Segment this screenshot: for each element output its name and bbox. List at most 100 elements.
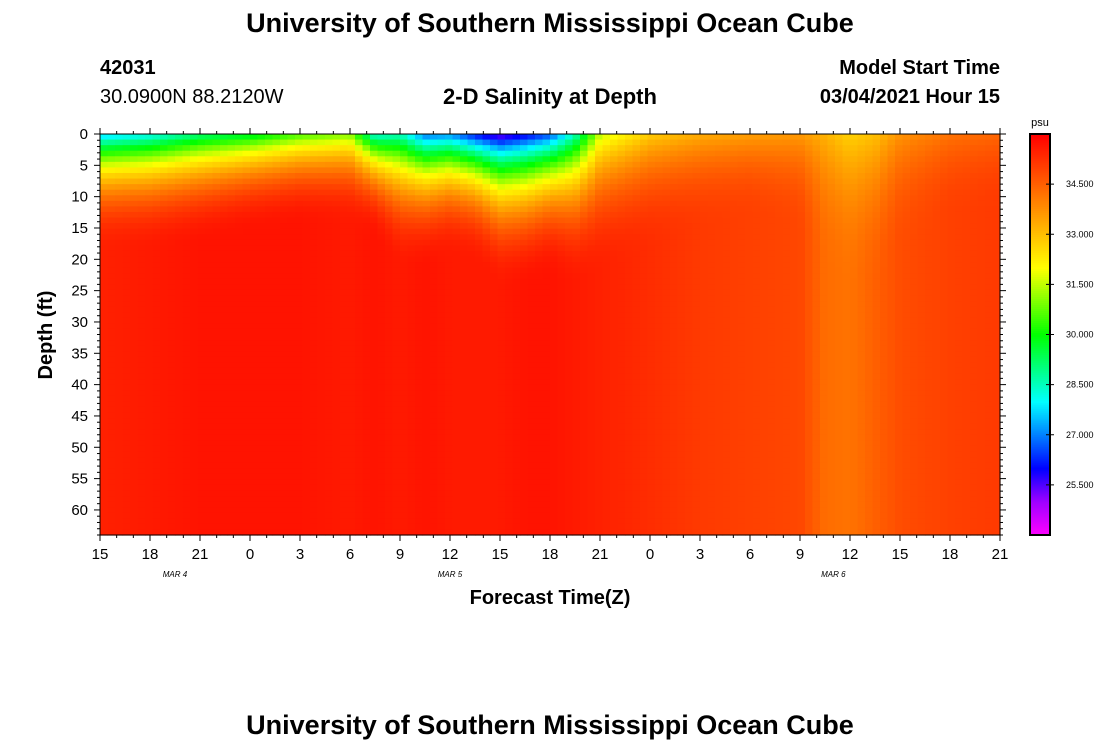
heatmap-cell — [100, 250, 109, 258]
heatmap-cell — [452, 451, 461, 458]
heatmap-cell — [235, 484, 244, 492]
heatmap-cell — [175, 289, 184, 297]
heatmap-cell — [407, 273, 416, 280]
heatmap-cell — [392, 234, 401, 241]
heatmap-cell — [407, 440, 416, 447]
heatmap-cell — [527, 234, 536, 241]
heatmap-cell — [325, 134, 334, 141]
heatmap-cell — [580, 206, 589, 213]
heatmap-cell — [130, 412, 139, 419]
heatmap-cell — [437, 401, 446, 408]
heatmap-cell — [595, 468, 604, 475]
heatmap-cell — [460, 139, 469, 146]
heatmap-cell — [317, 189, 326, 196]
heatmap-cell — [272, 317, 281, 324]
heatmap-cell — [497, 239, 506, 246]
heatmap-cell — [130, 234, 139, 241]
heatmap-cell — [287, 150, 296, 157]
heatmap-cell — [100, 351, 109, 358]
heatmap-cell — [452, 145, 461, 152]
heatmap-cell — [107, 390, 116, 397]
heatmap-cell — [602, 406, 611, 414]
heatmap-cell — [257, 390, 266, 397]
heatmap-cell — [392, 273, 401, 280]
heatmap-cell — [310, 390, 319, 397]
heatmap-cell — [527, 139, 536, 146]
heatmap-cell — [257, 267, 266, 274]
heatmap-cell — [235, 200, 244, 208]
heatmap-cell — [220, 278, 229, 285]
heatmap-cell — [385, 406, 394, 414]
heatmap-cell — [167, 523, 176, 531]
heatmap-cell — [475, 529, 484, 536]
heatmap-cell — [100, 306, 109, 313]
heatmap-cell — [175, 484, 184, 492]
heatmap-cell — [265, 401, 274, 408]
heatmap-cell — [565, 434, 574, 441]
heatmap-cell — [467, 295, 476, 302]
heatmap-cell — [482, 445, 491, 453]
heatmap-cell — [212, 351, 221, 358]
heatmap-cell — [145, 429, 154, 436]
heatmap-cell — [130, 457, 139, 464]
heatmap-cell — [527, 328, 536, 336]
heatmap-cell — [332, 468, 341, 475]
heatmap-cell — [145, 356, 154, 363]
heatmap-cell — [362, 289, 371, 297]
heatmap-cell — [332, 351, 341, 358]
heatmap-cell — [302, 434, 311, 441]
heatmap-cell — [137, 523, 146, 531]
heatmap-cell — [280, 340, 289, 347]
heatmap-cell — [520, 451, 529, 458]
heatmap-cell — [160, 262, 169, 269]
heatmap-cell — [580, 301, 589, 308]
heatmap-cell — [527, 239, 536, 246]
heatmap-cell — [190, 356, 199, 363]
heatmap-cell — [610, 462, 619, 469]
heatmap-cell — [302, 390, 311, 397]
heatmap-cell — [370, 256, 379, 263]
heatmap-cell — [505, 189, 514, 196]
heatmap-cell — [295, 178, 304, 185]
heatmap-cell — [437, 245, 446, 252]
heatmap-cell — [295, 529, 304, 536]
heatmap-cell — [535, 529, 544, 536]
heatmap-cell — [520, 523, 529, 531]
heatmap-cell — [512, 395, 521, 402]
heatmap-cell — [250, 323, 259, 330]
heatmap-cell — [302, 195, 311, 202]
heatmap-cell — [580, 501, 589, 508]
heatmap-cell — [572, 262, 581, 269]
heatmap-cell — [340, 406, 349, 414]
heatmap-cell — [347, 284, 356, 291]
heatmap-cell — [340, 518, 349, 525]
heatmap-cell — [122, 462, 131, 469]
heatmap-cell — [287, 418, 296, 425]
heatmap-cell — [152, 328, 161, 336]
heatmap-cell — [595, 228, 604, 235]
heatmap-cell — [137, 518, 146, 525]
heatmap-cell — [467, 418, 476, 425]
heatmap-cell — [542, 362, 551, 369]
heatmap-cell — [100, 373, 109, 380]
heatmap-cell — [557, 139, 566, 146]
heatmap-cell — [377, 284, 386, 291]
heatmap-cell — [100, 245, 109, 252]
heatmap-cell — [205, 145, 214, 152]
heatmap-cell — [287, 295, 296, 302]
heatmap-cell — [520, 384, 529, 391]
heatmap-cell — [460, 523, 469, 531]
heatmap-cell — [272, 362, 281, 369]
heatmap-cell — [362, 434, 371, 441]
heatmap-cell — [565, 512, 574, 519]
heatmap-cell — [475, 223, 484, 230]
heatmap-cell — [227, 289, 236, 297]
heatmap-cell — [400, 345, 409, 352]
heatmap-cell — [565, 384, 574, 391]
heatmap-cell — [385, 289, 394, 297]
heatmap-cell — [527, 156, 536, 163]
heatmap-cell — [175, 273, 184, 280]
heatmap-cell — [355, 278, 364, 285]
heatmap-cell — [445, 145, 454, 152]
heatmap-cell — [467, 457, 476, 464]
